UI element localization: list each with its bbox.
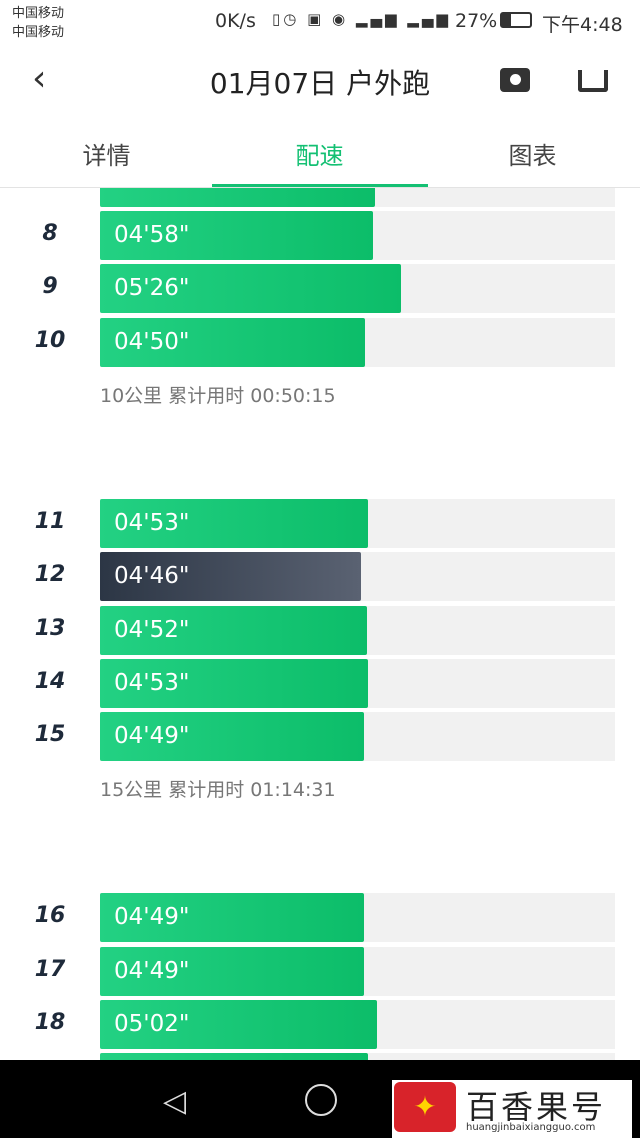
pace-bar: 04'49" xyxy=(100,712,364,762)
pace-bar: 04'52" xyxy=(100,605,367,655)
pace-bar: 05'02" xyxy=(100,1000,377,1049)
km-label: 16 xyxy=(34,903,66,929)
pace-bar: 04'58" xyxy=(100,211,373,260)
share-button[interactable] xyxy=(578,70,608,92)
nav-home[interactable] xyxy=(305,1084,337,1116)
camera-button[interactable] xyxy=(500,68,530,92)
split-summary: 15公里 累计用时 01:14:31 xyxy=(100,779,336,802)
status-icons: ▯◷ ▣ ◉ ▂▄▆ ▂▄▆ xyxy=(272,10,451,28)
nav-back[interactable]: ◁ xyxy=(163,1084,187,1119)
km-label: 8 xyxy=(42,221,58,246)
page-title: 01月07日 户外跑 xyxy=(209,67,431,100)
km-label: 10 xyxy=(34,327,66,353)
net-speed: 0K/s xyxy=(215,10,256,32)
pace-bar: 04'53" xyxy=(100,1053,368,1060)
pace-bar: 04'50" xyxy=(100,317,365,367)
watermark-logo: ✦ xyxy=(394,1082,456,1132)
watermark: ✦ 百香果号 huangjinbaixiangguo.com xyxy=(392,1080,632,1138)
carriers: 中国移动 中国移动 xyxy=(12,4,64,42)
tab[interactable]: 配速 xyxy=(295,142,344,170)
battery: 27% xyxy=(455,10,498,32)
km-label: 9 xyxy=(42,274,58,300)
split-summary: 10公里 累计用时 00:50:15 xyxy=(100,384,336,407)
pace-bar: 04'46" xyxy=(100,552,361,602)
watermark-url: huangjinbaixiangguo.com xyxy=(466,1122,596,1133)
km-label: 18 xyxy=(34,1010,66,1035)
watermark-name: 百香果号 xyxy=(466,1088,607,1126)
clock: 下午4:48 xyxy=(542,14,623,36)
back-button[interactable]: ‹ xyxy=(32,58,47,99)
km-label: 15 xyxy=(34,722,66,748)
pace-bar: 04'53" xyxy=(100,658,368,708)
partial-bar xyxy=(100,188,375,207)
tab[interactable]: 详情 xyxy=(82,142,131,170)
km-label: 17 xyxy=(34,956,66,982)
km-label: 11 xyxy=(34,508,66,534)
km-label: 12 xyxy=(34,562,66,588)
km-label: 13 xyxy=(34,615,66,641)
pace-bar: 04'49" xyxy=(100,893,364,943)
divider xyxy=(0,187,640,188)
tab[interactable]: 图表 xyxy=(508,142,557,170)
pace-bar: 04'53" xyxy=(100,498,368,548)
pace-bar: 05'26" xyxy=(100,264,401,314)
carrier: 中国移动 xyxy=(12,25,65,40)
battery-icon xyxy=(500,12,532,28)
split-list: 8 04'58" 9 05'26" 10 04'50" 10公里 累计用时 00:50:15… xyxy=(0,188,640,1060)
carrier: 中国移动 xyxy=(12,6,65,21)
pace-bar: 04'49" xyxy=(100,946,364,996)
km-label: 14 xyxy=(34,668,66,694)
tab-indicator xyxy=(212,184,428,188)
